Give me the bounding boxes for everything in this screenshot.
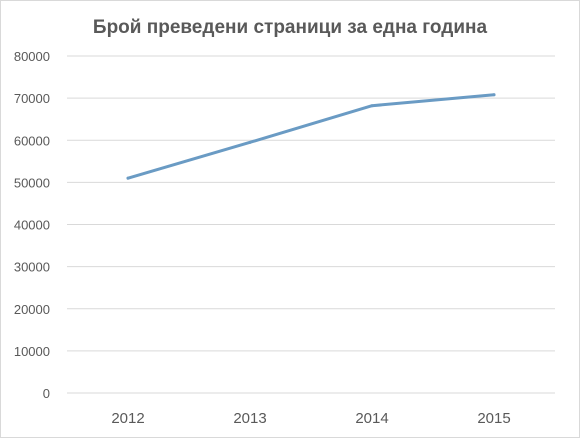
- gridlines: [67, 55, 555, 394]
- x-axis-ticks: 2012 2013 2014 2015: [111, 410, 510, 427]
- data-point: [126, 176, 130, 180]
- chart-title: Брой преведени страници за една година: [93, 17, 488, 38]
- y-tick-label: 30000: [14, 260, 50, 275]
- data-point: [492, 93, 496, 97]
- series-line: [126, 93, 496, 180]
- y-tick-label: 70000: [14, 91, 50, 106]
- x-tick-label: 2015: [477, 410, 510, 427]
- series-group: [126, 93, 496, 180]
- y-tick-label: 40000: [14, 218, 50, 233]
- data-point: [370, 104, 374, 108]
- y-axis-ticks: 0 10000 20000 30000 40000 50000 60000 70000 8000…: [14, 49, 50, 401]
- y-tick-label: 0: [43, 386, 50, 401]
- y-tick-label: 60000: [14, 133, 50, 148]
- x-tick-label: 2012: [111, 410, 144, 427]
- y-tick-label: 50000: [14, 175, 50, 190]
- x-tick-label: 2013: [233, 410, 266, 427]
- y-tick-label: 10000: [14, 344, 50, 359]
- y-tick-label: 20000: [14, 302, 50, 317]
- data-point: [248, 140, 252, 144]
- x-tick-label: 2014: [355, 410, 388, 427]
- y-tick-label: 80000: [14, 49, 50, 64]
